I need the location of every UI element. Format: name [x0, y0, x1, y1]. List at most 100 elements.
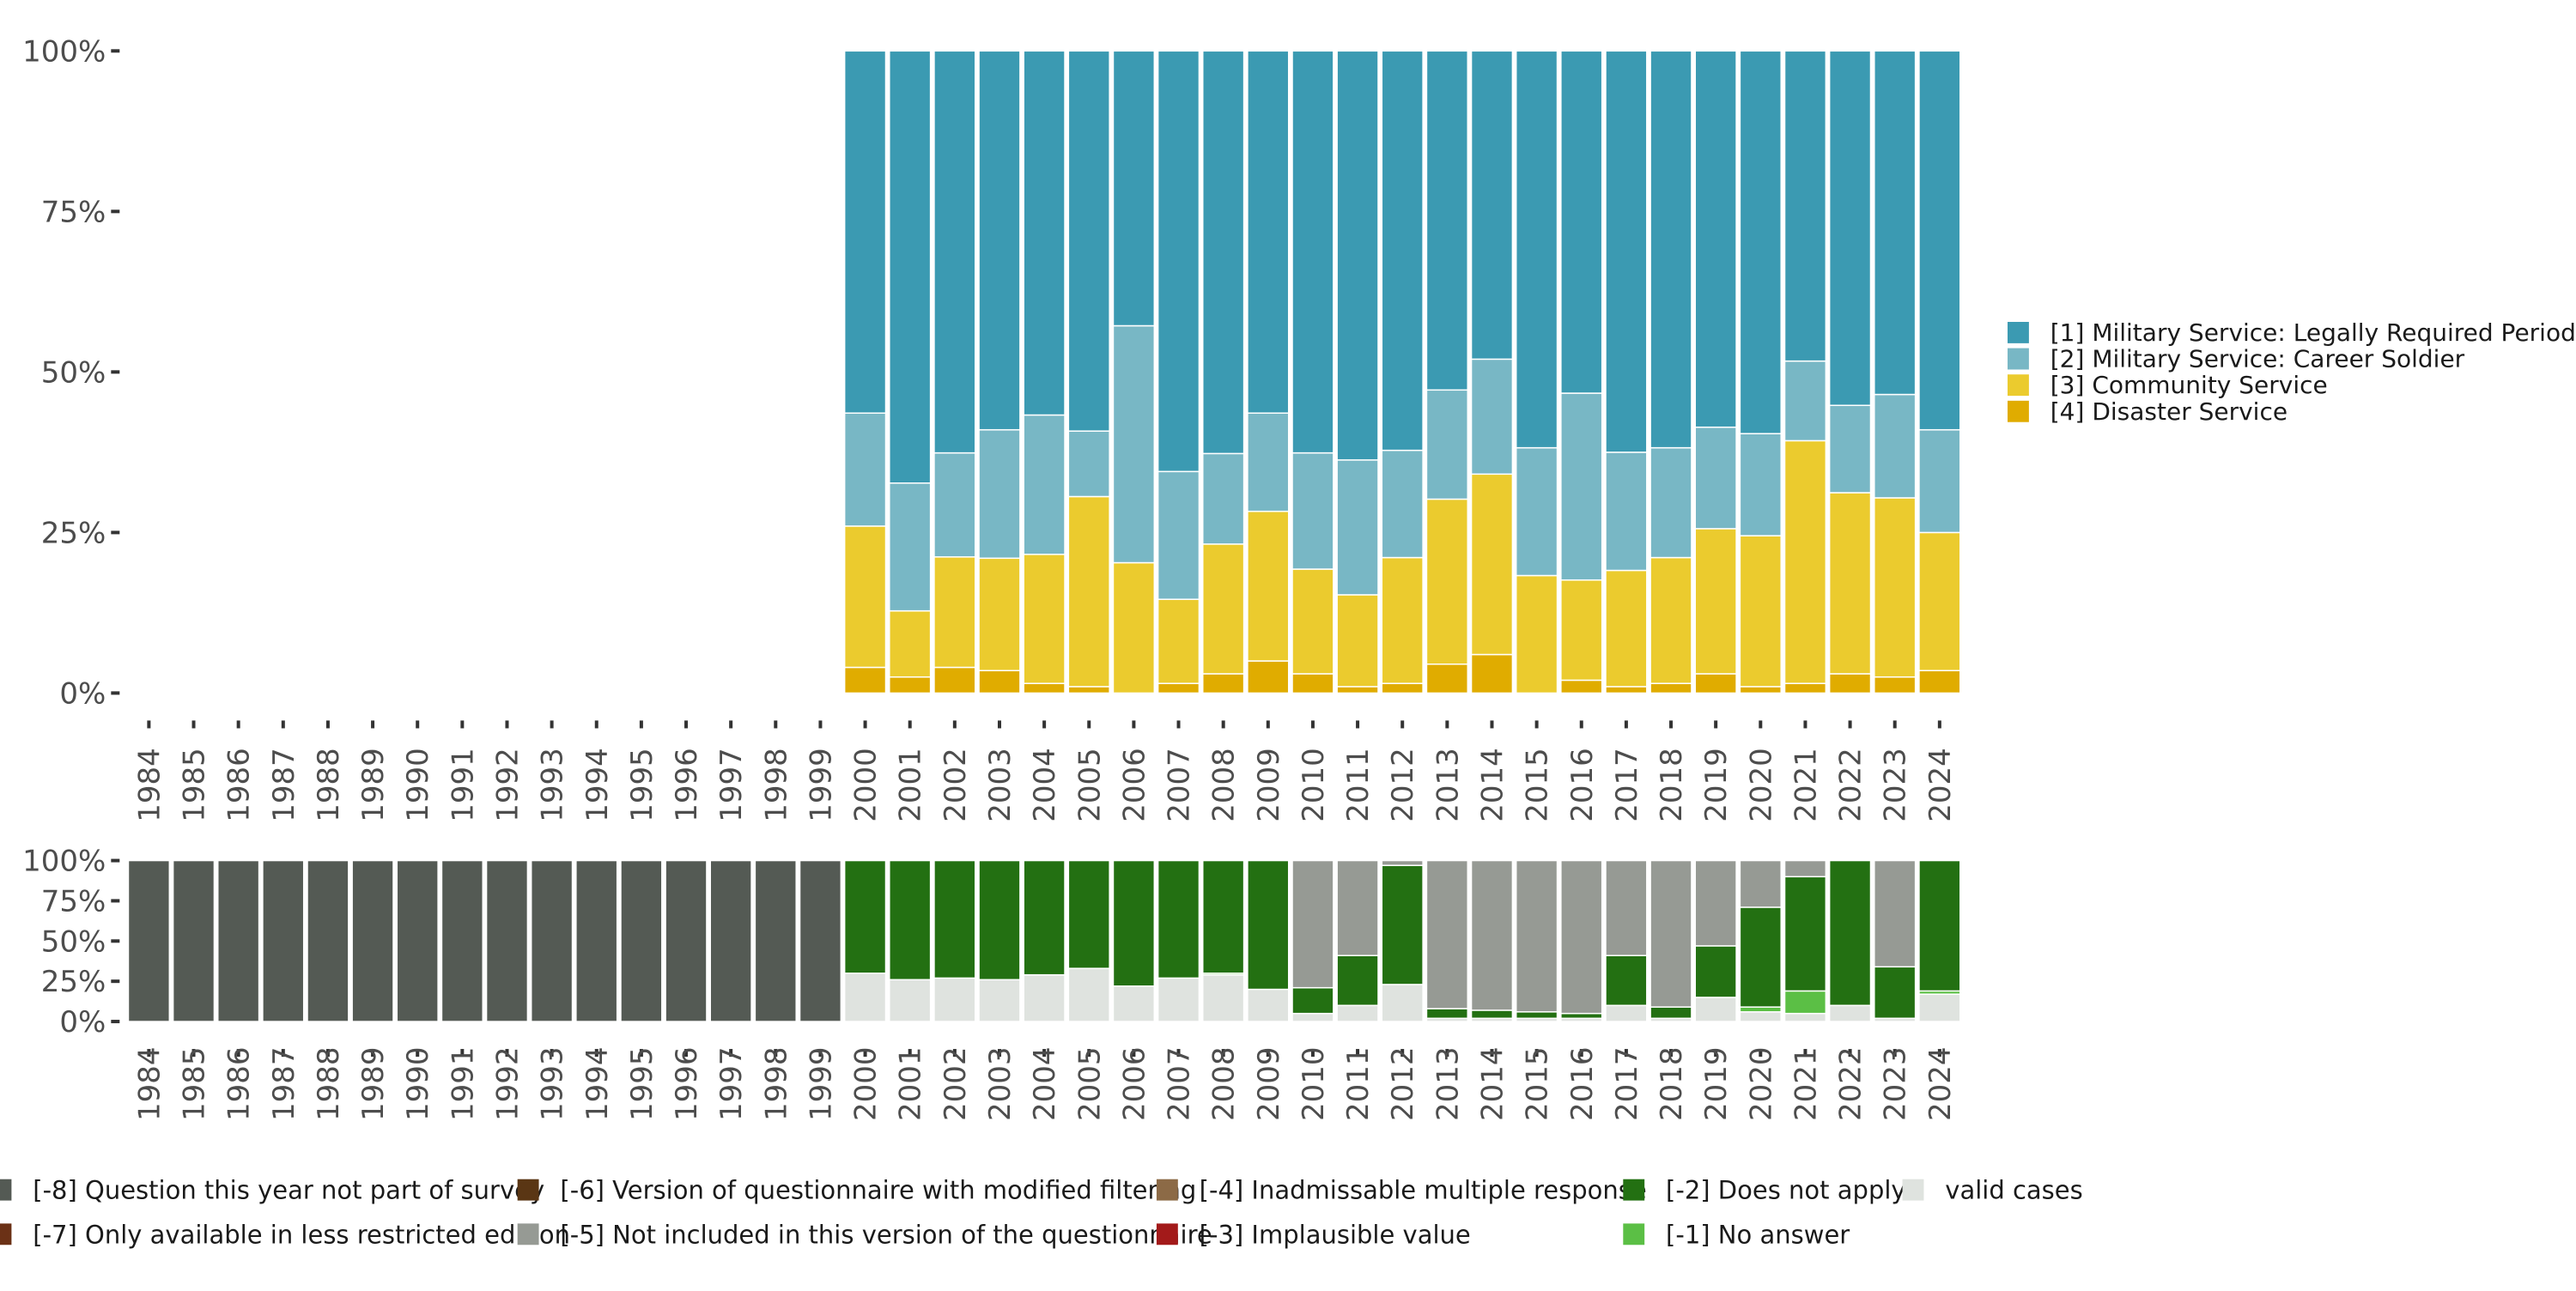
bar-segment: [978, 557, 1021, 671]
legend-swatch: [1623, 1179, 1645, 1201]
bar-segment: [1336, 50, 1379, 461]
bar-segment: [1694, 50, 1737, 428]
bar-segment: [1247, 988, 1290, 1022]
bar-segment: [1739, 686, 1782, 694]
bar-segment: [843, 412, 887, 527]
bar-segment: [1381, 682, 1424, 694]
bar-segment: [665, 859, 708, 1022]
bar-segment: [1023, 859, 1066, 976]
legend-label: [4] Disaster Service: [2050, 397, 2287, 426]
y-tick-label: 25%: [41, 965, 106, 999]
bar-segment: [1247, 859, 1290, 991]
bar-segment: [1828, 492, 1872, 675]
bar-segment: [1694, 528, 1737, 675]
bar-segment: [1918, 531, 1961, 671]
bar-segment: [889, 50, 932, 484]
bar-segment: [1783, 1012, 1827, 1022]
bar-segment: [1649, 50, 1692, 449]
bar-segment: [889, 482, 932, 612]
bar-segment: [1291, 986, 1334, 1015]
bar-segment: [978, 428, 1021, 560]
bar-segment: [1828, 673, 1872, 694]
legend-swatch: [2008, 374, 2029, 397]
bar-segment: [1336, 686, 1379, 694]
x-tick-label: 2017: [1610, 748, 1644, 822]
x-tick-label: 2003: [983, 1046, 1018, 1121]
bar-segment: [1157, 470, 1200, 600]
bar-segment: [978, 979, 1021, 1022]
bar-segment: [1874, 393, 1917, 499]
x-tick-label: 2022: [1834, 748, 1868, 822]
bar-segment: [1247, 412, 1290, 512]
bar-segment: [1874, 50, 1917, 396]
bar-segment: [1112, 561, 1156, 694]
bar-segment: [1739, 433, 1782, 536]
legend-swatch: [0, 1179, 12, 1201]
x-tick-label: 1996: [670, 1046, 704, 1121]
bar-segment: [1425, 50, 1469, 391]
chart-panel-1: 0% 25% 50% 75% 100% 1984 1985 1986 1987 1988 1989 1…: [22, 34, 1961, 822]
bar-segment: [1067, 859, 1110, 969]
legend-label: [-6] Version of questionnaire with modif…: [560, 1176, 1196, 1205]
bar-segment: [530, 859, 574, 1022]
bar-segment: [1247, 510, 1290, 662]
x-tick-label: 1986: [222, 748, 257, 822]
bar-segment: [1112, 324, 1156, 564]
bar-segment: [1381, 556, 1424, 684]
x-tick-label: 1994: [580, 748, 615, 822]
bar-segment: [1649, 446, 1692, 559]
x-tick-label: 2012: [1386, 748, 1420, 822]
x-tick-label: 2024: [1923, 1046, 1958, 1121]
bar-segment: [1560, 50, 1603, 394]
bar-segment: [1560, 1012, 1603, 1020]
x-tick-label: 2015: [1521, 748, 1555, 822]
bar-segment: [1336, 1004, 1379, 1022]
bar-segment: [1515, 574, 1558, 694]
bar-segment: [1023, 973, 1066, 1022]
x-tick-label: 2014: [1475, 748, 1510, 822]
x-tick-label: 2015: [1521, 1046, 1555, 1121]
bar-segment: [1649, 1006, 1692, 1020]
bar-segment: [1067, 495, 1110, 688]
legend-swatch: [517, 1223, 539, 1246]
bar-segment: [307, 859, 349, 1022]
bar-segment: [1470, 358, 1514, 476]
bar-segment: [1381, 984, 1424, 1022]
legend-label: [-1] No answer: [1666, 1220, 1850, 1249]
x-tick-label: 2021: [1789, 748, 1823, 822]
x-tick-label: 1993: [536, 748, 570, 822]
bar-segment: [1515, 446, 1558, 577]
x-tick-label: 2004: [1028, 1046, 1062, 1121]
legend-swatch: [1623, 1223, 1645, 1246]
bar-segment: [1470, 859, 1514, 1011]
bar-segment: [843, 859, 887, 974]
bar-segment: [1067, 967, 1110, 1022]
bar-segment: [1381, 449, 1424, 559]
x-tick-label: 1986: [222, 1046, 257, 1121]
x-tick-label: 2009: [1252, 1046, 1286, 1121]
bar-segment: [1515, 50, 1558, 449]
bar-segment: [1560, 859, 1603, 1015]
y-tick-label: 25%: [41, 516, 106, 550]
bar-segment: [1336, 459, 1379, 596]
bar-segment: [1739, 535, 1782, 688]
bar-segment: [1336, 955, 1379, 1007]
bar-segment: [1694, 426, 1737, 530]
bar-segment: [1694, 945, 1737, 998]
legend-swatch: [1156, 1179, 1178, 1201]
x-tick-label: 2019: [1699, 748, 1734, 822]
x-tick-label: 1991: [446, 748, 480, 822]
bar-segment: [1918, 50, 1961, 431]
bar-segment: [1918, 859, 1961, 992]
bar-segment: [1828, 859, 1872, 1007]
x-tick-label: 2000: [849, 748, 884, 822]
bar-segment: [1783, 360, 1827, 442]
bar-segment: [1874, 497, 1917, 678]
bar-segment: [1425, 859, 1469, 1009]
y-tick-label: 100%: [22, 34, 106, 69]
bar-segment: [889, 609, 932, 678]
bar-segment: [1874, 859, 1917, 968]
x-tick-label: 2007: [1163, 1046, 1197, 1121]
bar-segment: [172, 859, 216, 1022]
bar-segment: [1515, 1011, 1558, 1020]
